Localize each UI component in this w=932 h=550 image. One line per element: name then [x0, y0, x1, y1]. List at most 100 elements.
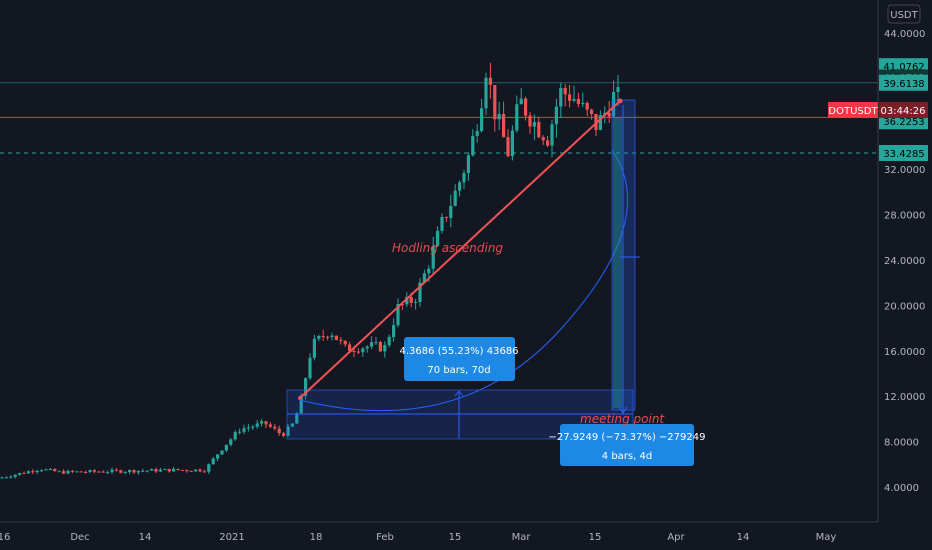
candle-body: [563, 88, 567, 95]
time-axis-ticks: 16 Dec 14 2021 18 Feb 15 Mar 15 Apr 14 May: [0, 532, 836, 543]
candle-body: [136, 470, 140, 473]
candle-body: [458, 182, 462, 191]
ascending-trendline[interactable]: [299, 100, 621, 399]
candle-body: [304, 378, 308, 396]
candle-body: [383, 345, 387, 352]
measure-up-line1: 4.3686 (55.23%) 43686: [399, 346, 518, 357]
candle-body: [444, 216, 448, 218]
candle-body: [299, 395, 303, 414]
candle-body: [202, 471, 206, 473]
y-tick-label: 28.0000: [884, 211, 925, 222]
candle-body: [409, 297, 413, 303]
candle-body: [194, 469, 198, 472]
candle-body: [57, 471, 61, 473]
candle-body: [132, 470, 136, 473]
candle-body: [387, 337, 391, 346]
candle-body: [207, 464, 211, 472]
x-tick-label: 18: [310, 532, 323, 543]
candle-body: [97, 471, 101, 473]
candle-body: [352, 350, 356, 352]
price-axis[interactable]: [878, 0, 932, 550]
candle-body: [343, 340, 347, 345]
candle-body: [339, 339, 343, 341]
candle-body: [84, 472, 88, 474]
measure-down-label: −27.9249 (−73.37%) −279249 4 bars, 4d: [549, 424, 705, 466]
candle-body: [330, 335, 334, 337]
x-tick-label: Apr: [667, 532, 685, 543]
candle-body: [462, 173, 466, 183]
candle-body: [502, 114, 506, 138]
x-tick-label: 15: [589, 532, 602, 543]
candle-body: [119, 470, 123, 473]
candle-body: [123, 471, 127, 473]
candle-body: [163, 468, 167, 470]
candle-body: [392, 325, 396, 338]
price-tag: [879, 144, 928, 161]
horizontal-lines: [0, 82, 878, 154]
candle-body: [396, 304, 400, 326]
measure-down-line2: 4 bars, 4d: [602, 451, 652, 462]
symbol-label: DOTUSDT: [828, 106, 878, 117]
candle-body: [480, 108, 484, 132]
candle-body: [154, 469, 158, 472]
price-tag-label: 39.6138: [883, 79, 924, 90]
candle-body: [277, 428, 281, 434]
trendline-handle-start[interactable]: [298, 396, 302, 400]
candle-body: [581, 102, 585, 104]
candle-body: [453, 190, 457, 206]
x-tick-label: 15: [449, 532, 462, 543]
candle-body: [255, 423, 259, 427]
x-tick-label: 14: [139, 532, 152, 543]
candle-body: [290, 423, 294, 427]
candle-body: [79, 471, 83, 473]
candle-body: [295, 413, 299, 424]
candle-body: [251, 426, 255, 428]
candle-body: [110, 469, 114, 473]
curve-arc: [299, 149, 629, 412]
candle-body: [246, 427, 250, 429]
annotation-hodling: Hodling ascending: [392, 241, 503, 255]
candle-body: [167, 468, 171, 472]
candle-body: [114, 469, 118, 471]
candle-body: [92, 470, 96, 472]
time-axis[interactable]: [0, 522, 878, 550]
candle-body: [405, 297, 409, 305]
candle-body: [576, 99, 580, 104]
candle-body: [198, 469, 202, 472]
candle-body: [378, 342, 382, 352]
candle-body: [128, 470, 132, 472]
candle-body: [612, 91, 616, 117]
candle-body: [506, 137, 510, 157]
price-tag-label: 41.0762: [883, 62, 924, 73]
candle-body: [550, 124, 554, 146]
candle-body: [238, 431, 242, 433]
symbol-price-tag: DOTUSDT 03:44:26: [828, 102, 928, 118]
measure-down-highlight: [613, 117, 622, 408]
candle-body: [546, 140, 550, 146]
candle-body: [286, 426, 290, 436]
candle-body: [317, 335, 321, 339]
candle-body: [519, 98, 523, 105]
candle-body: [541, 137, 545, 141]
candle-body: [418, 282, 422, 303]
candle-body: [590, 109, 594, 115]
candle-body: [572, 99, 576, 101]
candle-body: [141, 470, 145, 472]
candle-body: [31, 471, 35, 473]
candle-body: [189, 470, 193, 472]
candle-body: [515, 104, 519, 131]
candle-body: [9, 476, 13, 478]
candle-body: [431, 246, 435, 269]
candle-body: [66, 470, 70, 474]
candle-body: [466, 155, 470, 174]
candle-body: [475, 131, 479, 136]
currency-button[interactable]: USDT: [887, 4, 921, 24]
candle-body: [35, 470, 39, 473]
trendline-handle[interactable]: [617, 98, 623, 104]
candle-body: [414, 302, 418, 304]
candle-body: [101, 471, 105, 473]
measure-down-arrowhead: [618, 406, 628, 414]
candle-body: [158, 469, 162, 472]
y-tick-label: 44.0000: [884, 29, 925, 40]
